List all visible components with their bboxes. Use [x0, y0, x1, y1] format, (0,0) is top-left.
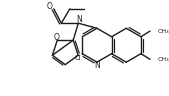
Text: N: N [76, 15, 82, 24]
Text: O: O [47, 2, 53, 11]
Text: O: O [53, 33, 59, 42]
Text: CH₃: CH₃ [158, 57, 169, 62]
Text: N: N [94, 61, 100, 70]
Text: CH₃: CH₃ [158, 29, 169, 34]
Text: Cl: Cl [74, 55, 81, 61]
